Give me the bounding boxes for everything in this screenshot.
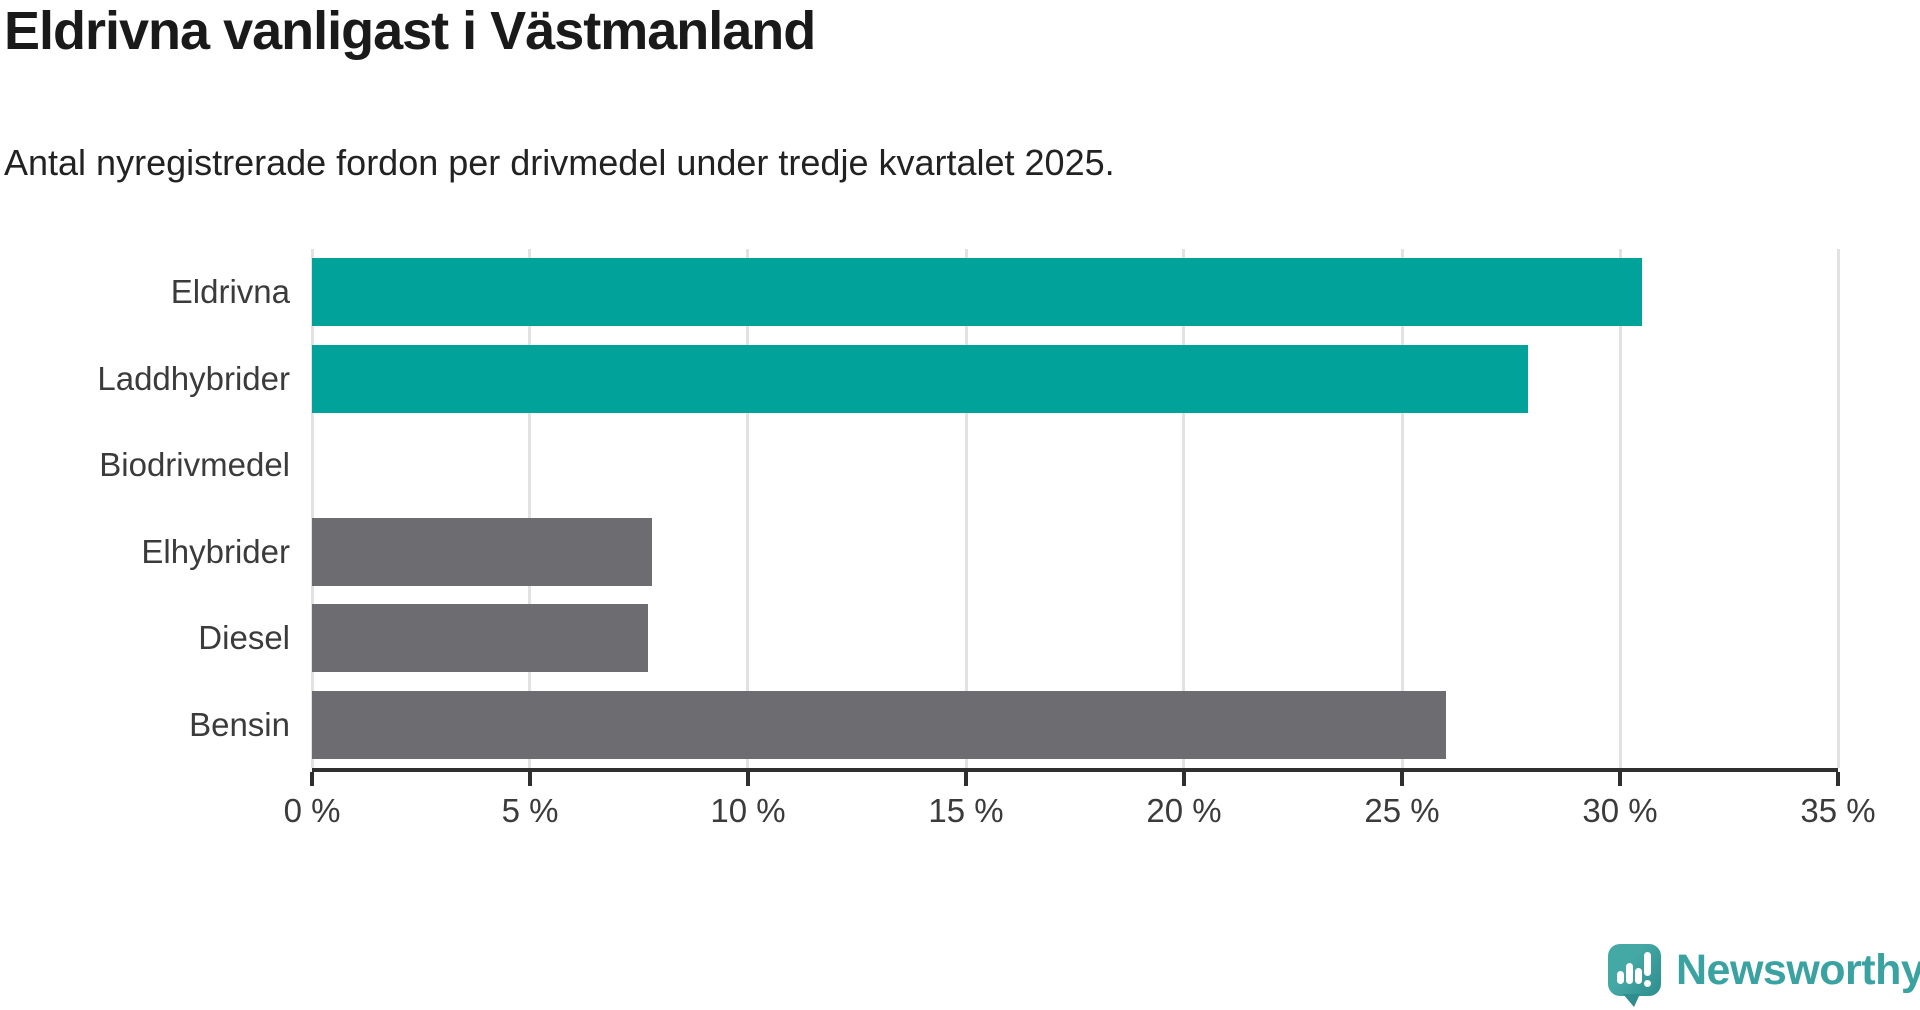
logo-exclamation-icon	[1644, 952, 1651, 976]
category-label-elhybrider: Elhybrider	[141, 532, 290, 570]
x-tick-label-25: 25 %	[1364, 792, 1440, 829]
gridline-25	[1400, 249, 1404, 768]
x-tick-25	[1400, 772, 1404, 786]
x-axis: 0 % 5 % 10 % 15 % 20 % 25 % 30 % 35 %	[284, 772, 1876, 832]
x-tick-label-5: 5 %	[501, 792, 559, 829]
x-tick-20	[1182, 772, 1186, 786]
gridline-35	[1836, 249, 1840, 768]
category-label-eldrivna: Eldrivna	[170, 273, 290, 311]
logo-bar-icon	[1617, 971, 1624, 984]
x-tick-label-15: 15 %	[928, 792, 1004, 829]
bar-laddhybrider	[312, 344, 1529, 413]
newsworthy-logo: Newsworthy	[1608, 944, 1920, 1007]
gridline-5	[528, 249, 532, 768]
x-tick-label-20: 20 %	[1146, 792, 1222, 829]
x-tick-label-30: 30 %	[1582, 792, 1658, 829]
bar-diesel	[312, 604, 648, 673]
x-tick-0	[310, 772, 314, 786]
category-label-laddhybrider: Laddhybrider	[97, 359, 290, 397]
newsworthy-logo-text: Newsworthy	[1676, 945, 1920, 994]
gridline-20	[1182, 249, 1186, 768]
logo-exclamation-dot-icon	[1644, 980, 1651, 987]
bar-elhybrider	[312, 517, 653, 586]
x-tick-label-35: 35 %	[1800, 792, 1876, 829]
gridline-0	[310, 249, 314, 768]
bar-eldrivna	[312, 258, 1642, 327]
x-tick-label-0: 0 %	[283, 792, 341, 829]
chart-title: Eldrivna vanligast i Västmanland	[4, 1, 816, 61]
logo-bar-icon	[1626, 963, 1633, 984]
plot-area	[310, 249, 1840, 772]
gridline-30	[1618, 249, 1622, 768]
x-tick-10	[746, 772, 750, 786]
category-label-bensin: Bensin	[189, 705, 290, 743]
logo-bar-icon	[1635, 968, 1642, 984]
category-label-biodrivmedel: Biodrivmedel	[99, 446, 290, 484]
chart-subtitle: Antal nyregistrerade fordon per drivmede…	[4, 142, 1115, 183]
logo-speech-tail	[1623, 994, 1640, 1007]
x-tick-label-10: 10 %	[710, 792, 786, 829]
x-tick-5	[528, 772, 532, 786]
gridline-15	[964, 249, 968, 768]
gridline-10	[746, 249, 750, 768]
category-label-diesel: Diesel	[198, 619, 290, 657]
category-axis: Eldrivna Laddhybrider Biodrivmedel Elhybrid…	[0, 249, 290, 768]
newsworthy-logo-icon	[1608, 944, 1661, 1007]
x-tick-30	[1618, 772, 1622, 786]
bar-bensin	[312, 690, 1446, 759]
x-tick-15	[964, 772, 968, 786]
x-tick-35	[1836, 772, 1840, 786]
